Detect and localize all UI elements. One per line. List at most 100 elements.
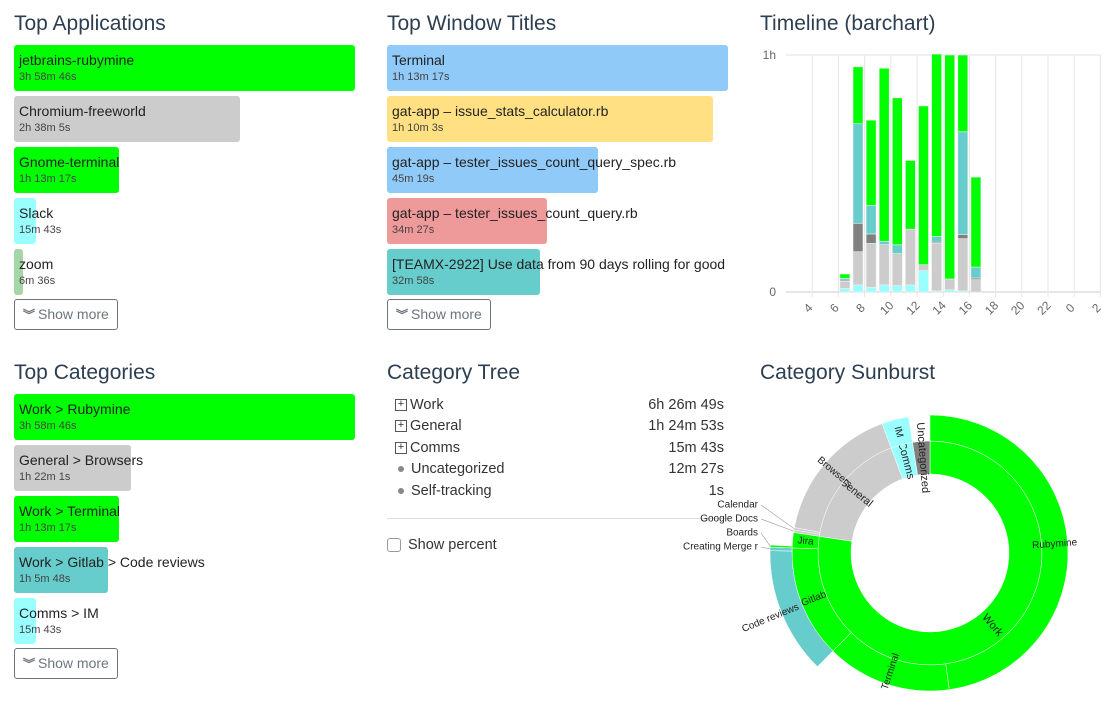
list-item[interactable]: Slack 15m 43s: [14, 198, 355, 244]
list-item[interactable]: Work > Terminal 1h 13m 17s: [14, 496, 355, 542]
bullet-icon: [398, 466, 404, 473]
timeline-bar-segment[interactable]: [852, 222, 864, 253]
list-item[interactable]: Gnome-terminal 1h 13m 17s: [14, 147, 355, 193]
sunburst-arc-boards[interactable]: [769, 544, 793, 549]
timeline-bar-segment[interactable]: [865, 205, 877, 235]
timeline-bar-segment[interactable]: [905, 160, 916, 230]
timeline-bar-segment[interactable]: [905, 284, 916, 293]
item-duration: 32m 58s: [392, 275, 435, 287]
list-item[interactable]: jetbrains-rubymine 3h 58m 46s: [14, 45, 355, 91]
tree-row-self-tracking[interactable]: Self-tracking 1s: [387, 480, 728, 502]
timeline-bar-segment[interactable]: [865, 286, 877, 293]
timeline-bar-segment[interactable]: [957, 238, 969, 292]
tree-row-comms[interactable]: + Comms 15m 43s: [387, 437, 728, 459]
timeline-bar-segment[interactable]: [931, 243, 942, 292]
sunburst-label: Calendar: [717, 500, 758, 511]
show-more-categories-button[interactable]: ︾ Show more: [14, 648, 118, 679]
sunburst-label: Google Docs: [700, 514, 758, 525]
timeline-bar-segment[interactable]: [957, 131, 969, 235]
timeline-title: Timeline (barchart): [760, 12, 936, 35]
timeline-bar-segment[interactable]: [852, 123, 864, 224]
timeline-bar-segment[interactable]: [852, 284, 864, 293]
timeline-bar-segment[interactable]: [865, 233, 877, 244]
expand-icon[interactable]: +: [395, 398, 407, 411]
timeline-bar-segment[interactable]: [839, 288, 851, 293]
timeline-bar-segment[interactable]: [878, 244, 890, 286]
item-label: jetbrains-rubymine: [19, 52, 135, 68]
timeline-bar-segment[interactable]: [865, 119, 877, 206]
item-duration: 6m 36s: [19, 275, 56, 287]
x-tick-label: 14: [930, 298, 950, 318]
timeline-bar-segment[interactable]: [931, 53, 942, 237]
list-item[interactable]: gat-app – tester_issues_count_query_spec…: [387, 147, 728, 193]
list-item[interactable]: Chromium-freeworld 2h 38m 5s: [14, 96, 355, 142]
tree-category-duration: 6h 26m 49s: [648, 396, 724, 413]
item-duration: 1h 13m 17s: [392, 71, 450, 83]
timeline-bar-segment[interactable]: [839, 281, 851, 289]
x-tick-label: 2: [1089, 300, 1104, 315]
timeline-bar-segment[interactable]: [891, 97, 903, 246]
list-item[interactable]: Work > Rubymine 3h 58m 46s: [14, 394, 355, 440]
duration-bar: [14, 496, 119, 542]
show-more-window-titles-button[interactable]: ︾ Show more: [387, 299, 491, 330]
timeline-bar-segment[interactable]: [970, 176, 982, 268]
timeline-bar-segment[interactable]: [918, 264, 929, 271]
timeline-bar-segment[interactable]: [878, 284, 890, 293]
timeline-bar-segment[interactable]: [865, 243, 877, 288]
timeline-bar-segment[interactable]: [918, 270, 929, 293]
timeline-bar-segment[interactable]: [891, 253, 903, 286]
bullet-icon: [398, 487, 404, 494]
top-categories-title: Top Categories: [14, 361, 156, 384]
item-duration: 1h 10m 3s: [392, 122, 444, 134]
sunburst-leader-line: [760, 546, 771, 550]
list-item[interactable]: gat-app – tester_issues_count_query.rb 34…: [387, 198, 728, 244]
tree-row-work[interactable]: + Work 6h 26m 49s: [387, 394, 728, 416]
sunburst-leader-line: [760, 532, 771, 547]
x-tick-label: 20: [1008, 298, 1028, 318]
tree-row-general[interactable]: + General 1h 24m 53s: [387, 416, 728, 438]
sunburst-label: Creating Merge r: [683, 542, 759, 553]
timeline-bar-segment[interactable]: [891, 244, 903, 254]
timeline-bar-segment[interactable]: [944, 289, 956, 293]
list-item[interactable]: zoom 6m 36s: [14, 249, 355, 295]
duration-bar: [14, 394, 355, 440]
expand-icon[interactable]: +: [395, 441, 407, 454]
timeline-bar-segment[interactable]: [957, 234, 969, 239]
timeline-bar-segment[interactable]: [878, 67, 890, 242]
checkbox-box[interactable]: [387, 538, 401, 552]
show-more-applications-button[interactable]: ︾ Show more: [14, 299, 118, 330]
timeline-bar-segment[interactable]: [970, 266, 982, 279]
duration-bar: [14, 249, 24, 295]
show-percent-checkbox[interactable]: Show percent: [387, 537, 497, 553]
timeline-bar-segment[interactable]: [944, 54, 956, 280]
timeline-bar-segment[interactable]: [905, 228, 916, 286]
item-label: Gnome-terminal: [19, 154, 120, 170]
timeline-bar-segment[interactable]: [957, 54, 969, 133]
x-tick-label: 18: [982, 298, 1002, 318]
list-item[interactable]: Work > Gitlab > Code reviews 1h 5m 48s: [14, 547, 355, 593]
list-item[interactable]: [TEAMX-2922] Use data from 90 days rolli…: [387, 249, 728, 295]
item-duration: 15m 43s: [19, 224, 62, 236]
duration-bar: [14, 147, 119, 193]
timeline-bar-segment[interactable]: [852, 251, 864, 286]
timeline-bar-segment[interactable]: [944, 278, 956, 290]
timeline-bar-segment[interactable]: [918, 105, 929, 266]
timeline-bar-segment[interactable]: [839, 273, 851, 279]
expand-icon[interactable]: +: [395, 420, 407, 433]
item-label: Work > Terminal: [19, 503, 121, 519]
category-tree-title: Category Tree: [387, 361, 521, 384]
sunburst-arc-uncategorized[interactable]: [912, 440, 931, 476]
list-item[interactable]: General > Browsers 1h 22m 1s: [14, 445, 355, 491]
tree-row-uncategorized[interactable]: Uncategorized 12m 27s: [387, 459, 728, 481]
list-item[interactable]: gat-app – issue_stats_calculator.rb 1h 10…: [387, 96, 728, 142]
divider: [387, 518, 728, 519]
timeline-bar-segment[interactable]: [931, 236, 942, 243]
list-item[interactable]: Comms > IM 15m 43s: [14, 598, 355, 644]
timeline-bar-segment[interactable]: [891, 285, 903, 293]
timeline-bar-segment[interactable]: [878, 240, 890, 245]
list-item[interactable]: Terminal 1h 13m 17s: [387, 45, 728, 91]
sunburst-arc-rubymine[interactable]: [929, 414, 1069, 690]
timeline-bar-segment[interactable]: [852, 66, 864, 125]
item-label: Slack: [19, 205, 54, 221]
timeline-bar-segment[interactable]: [970, 279, 982, 293]
